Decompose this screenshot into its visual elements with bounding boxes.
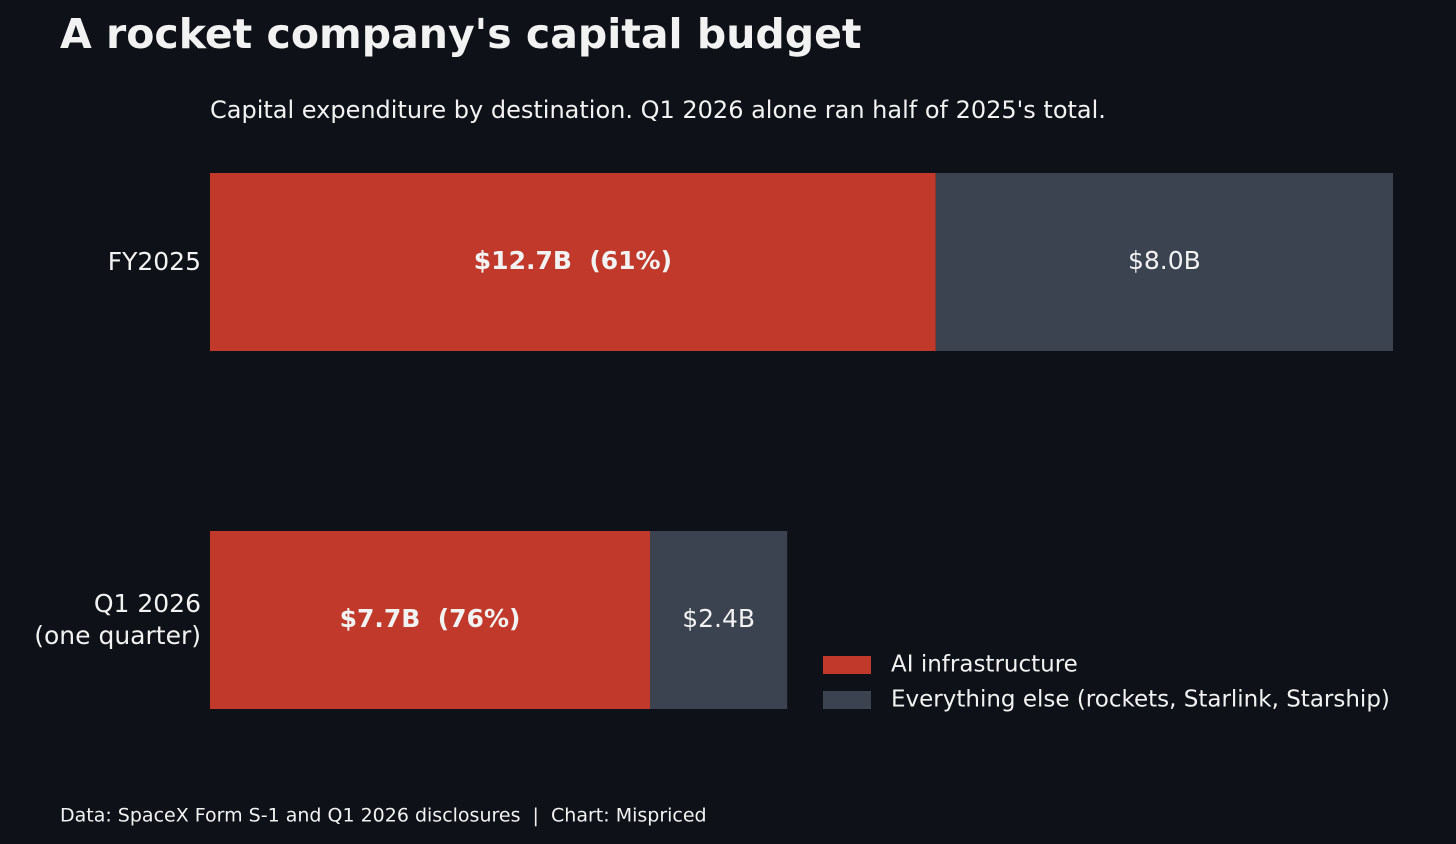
chart-subtitle: Capital expenditure by destination. Q1 2… bbox=[210, 96, 1106, 124]
legend-swatch bbox=[823, 656, 871, 674]
value-label: $7.7B (76%) bbox=[340, 604, 521, 633]
footer: Data: SpaceX Form S-1 and Q1 2026 disclo… bbox=[60, 805, 707, 827]
y-tick-label: Q1 2026 (one quarter) bbox=[34, 589, 201, 650]
value-label: $8.0B bbox=[1128, 246, 1201, 275]
chart-title: A rocket company's capital budget bbox=[60, 10, 862, 58]
bar-segment bbox=[210, 173, 936, 351]
y-tick-label: FY2025 bbox=[107, 247, 201, 276]
bar-segment bbox=[210, 531, 651, 709]
value-label: $2.4B bbox=[682, 604, 755, 633]
legend-swatch bbox=[823, 691, 871, 709]
legend-label: AI infrastructure bbox=[891, 652, 1078, 678]
value-label: $12.7B (61%) bbox=[474, 246, 672, 275]
bar-segment bbox=[650, 531, 788, 709]
legend-label: Everything else (rockets, Starlink, Star… bbox=[891, 687, 1390, 713]
bar-segment bbox=[935, 173, 1393, 351]
